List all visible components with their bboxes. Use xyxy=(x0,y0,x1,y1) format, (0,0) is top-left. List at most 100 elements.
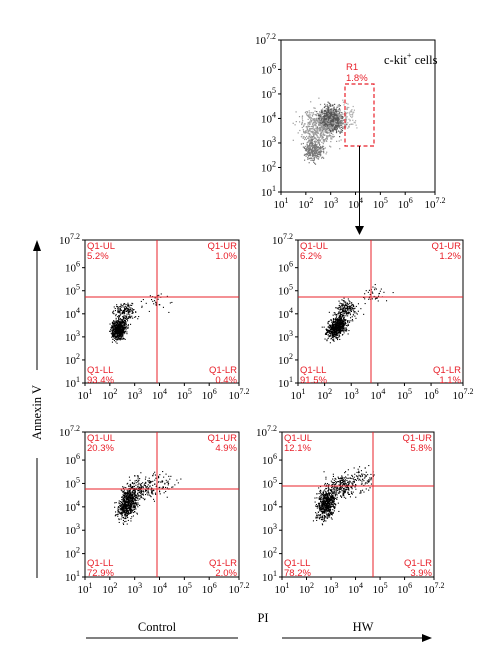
gate-event xyxy=(342,101,344,103)
control-top-event xyxy=(119,324,121,326)
control-top-event xyxy=(120,313,122,315)
control-bottom-event xyxy=(130,486,132,488)
control-bottom-event xyxy=(124,511,126,513)
control-top-event xyxy=(118,335,120,337)
control-top-event xyxy=(122,334,124,336)
hw-top-event xyxy=(346,305,348,307)
hw-top-event xyxy=(347,324,349,326)
gate-event xyxy=(336,127,338,129)
control-top-event xyxy=(114,322,116,324)
hw-bottom-event xyxy=(328,514,330,516)
hw-top-event xyxy=(379,290,381,292)
gate-event xyxy=(306,143,308,146)
gate-event xyxy=(308,144,310,147)
control-top-event xyxy=(110,327,112,329)
gate-event xyxy=(310,139,312,141)
control-top-ul-value: 5.2% xyxy=(87,251,109,262)
gate-event xyxy=(338,113,340,115)
control-top-event xyxy=(124,318,126,320)
hw-top-event xyxy=(351,316,353,318)
control-top-event xyxy=(121,334,123,336)
gate-event xyxy=(322,121,324,123)
hw-top-event xyxy=(347,321,349,323)
gate-event xyxy=(308,141,310,143)
hw-top-event xyxy=(331,328,333,330)
control-bottom-event xyxy=(121,490,123,492)
hw-bottom-event xyxy=(326,503,328,505)
control-top-event xyxy=(127,305,129,307)
control-bottom-event xyxy=(146,485,148,487)
gate-event xyxy=(331,130,334,132)
control-bottom-event xyxy=(137,486,139,488)
gate-event xyxy=(336,121,338,123)
hw-bottom-event xyxy=(329,506,331,508)
control-bottom-event xyxy=(142,494,144,496)
hw-top-event xyxy=(350,309,352,311)
gate-event xyxy=(342,117,344,119)
hw-top-event xyxy=(336,320,338,322)
gate-event xyxy=(326,151,328,153)
hw-bottom-event xyxy=(321,512,323,514)
gate-event xyxy=(321,123,323,125)
gate-event xyxy=(313,133,315,135)
control-bottom-event xyxy=(127,497,129,499)
gate-event xyxy=(352,105,354,108)
control-top-event xyxy=(120,309,122,311)
hw-bottom-event xyxy=(318,487,320,489)
control-bottom-event xyxy=(141,497,143,499)
control-bottom-event xyxy=(117,513,119,515)
control-top-event xyxy=(115,338,117,340)
gate-event xyxy=(321,125,323,128)
control-bottom-event xyxy=(126,499,128,501)
gate-event xyxy=(332,109,334,111)
control-bottom-event xyxy=(118,521,120,523)
control-top-event xyxy=(118,336,120,338)
control-bottom-event xyxy=(132,512,134,514)
control-top-event xyxy=(129,309,131,311)
control-top-event xyxy=(128,317,130,319)
hw-top-event xyxy=(327,334,329,336)
control-bottom-event xyxy=(137,475,139,477)
control-bottom-event xyxy=(124,495,126,497)
control-top-event xyxy=(168,311,170,313)
hw-top-event xyxy=(324,333,326,335)
hw-top-event xyxy=(351,308,353,310)
gate-event xyxy=(342,116,344,118)
control-bottom-event xyxy=(114,515,116,517)
gate-event xyxy=(318,153,320,156)
gate-event xyxy=(332,118,334,121)
gate-event xyxy=(313,154,316,156)
gate-event xyxy=(336,140,338,142)
gate-event xyxy=(307,131,310,133)
control-bottom-event xyxy=(149,485,151,487)
hw-bottom-event xyxy=(332,504,334,506)
hw-top-event xyxy=(342,309,344,311)
hw-bottom-event xyxy=(326,513,328,515)
gate-event xyxy=(313,146,315,148)
hw-top-event xyxy=(392,292,394,294)
hw-top-event xyxy=(339,318,341,320)
hw-bottom-event xyxy=(316,497,318,499)
gate-event xyxy=(342,121,344,124)
gate-event xyxy=(305,153,307,156)
hw-top-event xyxy=(343,310,345,312)
control-bottom-event xyxy=(138,479,140,481)
hw-top-event xyxy=(334,329,336,331)
control-bottom-event xyxy=(134,497,136,499)
gate-event xyxy=(318,140,320,142)
gate-event xyxy=(337,119,339,121)
control-bottom-event xyxy=(127,493,129,495)
gate-event xyxy=(302,137,304,139)
control-bottom-event xyxy=(129,508,131,510)
hw-top-event xyxy=(328,336,330,338)
control-bottom-event xyxy=(117,511,119,513)
hw-top-event xyxy=(328,320,330,322)
gate-event xyxy=(313,113,315,116)
hw-top-event xyxy=(335,324,337,326)
gate-event xyxy=(322,108,324,110)
control-bottom-event xyxy=(152,480,154,482)
gate-event xyxy=(310,101,312,103)
control-top-event xyxy=(112,338,114,340)
gate-event xyxy=(350,115,352,118)
control-bottom-event xyxy=(123,506,125,508)
